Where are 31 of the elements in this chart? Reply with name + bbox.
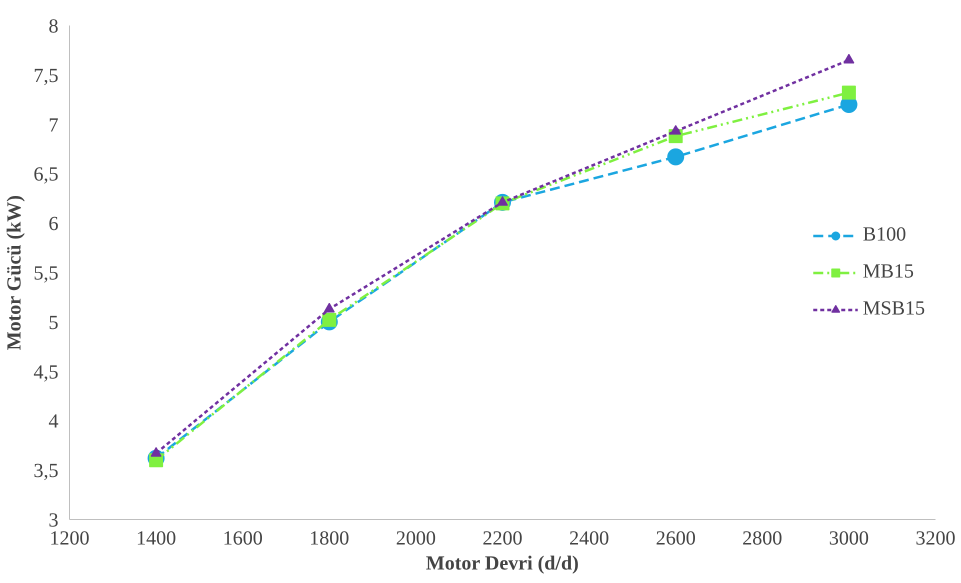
x-tick-label: 2400 [569,528,610,550]
point [843,54,854,64]
x-tick-label: 2600 [656,528,696,550]
y-tick-label: 3,5 [34,460,58,482]
x-axis-title: Motor Devri (d/d) [426,552,579,574]
point [670,124,682,135]
x-tick-label: 1400 [136,528,176,550]
y-tick-label: 6 [48,213,58,236]
x-tick-label: 2000 [396,528,436,550]
point [842,86,856,100]
x-tick-label: 1800 [309,528,350,550]
x-tick-label: 2800 [742,528,782,550]
y-tick-label: 5,5 [34,262,58,284]
y-tick-label: 4,5 [34,361,58,384]
y-tick-label: 7 [48,114,58,136]
legend-label: MB15 [862,260,914,284]
point [324,302,335,312]
point [667,148,684,166]
y-tick-label: 8 [48,16,58,38]
y-axis-title: Motor Gücü (kW) [4,195,26,350]
y-tick-label: 7,5 [34,64,58,87]
point [322,312,336,327]
legend-label: B100 [862,224,906,246]
x-tick-label: 1600 [222,528,263,550]
x-tick-label: 2200 [482,528,522,550]
legend-label: MSB15 [862,298,925,320]
x-tick-label: 3200 [916,528,956,550]
y-tick-label: 4 [48,410,58,433]
y-tick-label: 6,5 [34,164,58,186]
y-tick-label: 5 [48,312,58,334]
x-tick-label: 3000 [828,528,869,550]
